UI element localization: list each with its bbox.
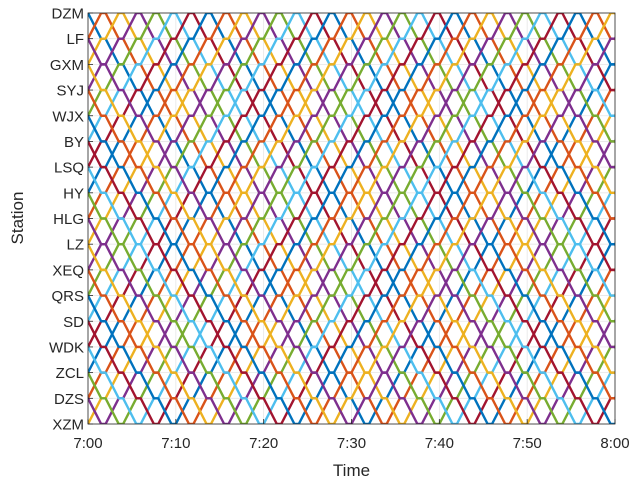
station-tick-label: LZ — [66, 237, 84, 254]
train-line — [88, 13, 615, 424]
train-lines — [88, 13, 615, 424]
station-tick-label: HLG — [53, 211, 84, 228]
train-line — [88, 13, 615, 424]
station-axis: DZM LF GXM SYJ WJX BY LSQ HY HLG LZ XEQ QRS SD WDK ZCL… — [49, 6, 93, 434]
station-tick-label: SD — [63, 314, 84, 331]
station-tick-label: WDK — [49, 339, 84, 356]
train-line — [88, 13, 615, 424]
time-tick-label: 7:40 — [425, 435, 454, 452]
station-tick-label: XEQ — [52, 262, 84, 279]
train-line — [88, 13, 615, 424]
station-tick-label: ZCL — [56, 365, 84, 382]
train-line — [88, 13, 615, 424]
station-tick-label: BY — [64, 134, 84, 151]
station-tick-label: DZM — [52, 6, 85, 23]
train-line — [88, 13, 615, 424]
time-tick-label: 8:00 — [600, 435, 629, 452]
station-tick-label: QRS — [51, 288, 84, 305]
train-line — [88, 13, 615, 424]
time-axis: 7:00 7:10 7:20 7:30 7:40 7:50 8:00 — [73, 419, 630, 452]
time-tick-label: 7:00 — [73, 435, 102, 452]
time-tick-label: 7:30 — [337, 435, 366, 452]
station-tick-label: LF — [66, 31, 84, 48]
time-tick-label: 7:20 — [249, 435, 278, 452]
train-line — [88, 13, 615, 424]
station-tick-label: XZM — [52, 417, 84, 434]
train-line — [88, 13, 615, 424]
train-line — [88, 13, 615, 424]
time-tick-label: 7:50 — [513, 435, 542, 452]
train-line — [88, 13, 615, 424]
station-tick-label: LSQ — [54, 160, 84, 177]
train-line — [88, 13, 615, 424]
time-tick-label: 7:10 — [161, 435, 190, 452]
station-tick-label: HY — [63, 185, 84, 202]
station-tick-label: SYJ — [56, 83, 84, 100]
station-tick-label: GXM — [50, 57, 84, 74]
y-axis-label: Station — [8, 192, 27, 245]
station-tick-label: DZS — [54, 391, 84, 408]
train-line — [88, 13, 615, 424]
train-line — [88, 13, 615, 424]
x-axis-label: Time — [333, 461, 370, 480]
train-line — [88, 13, 615, 424]
station-tick-label: WJX — [52, 108, 84, 125]
